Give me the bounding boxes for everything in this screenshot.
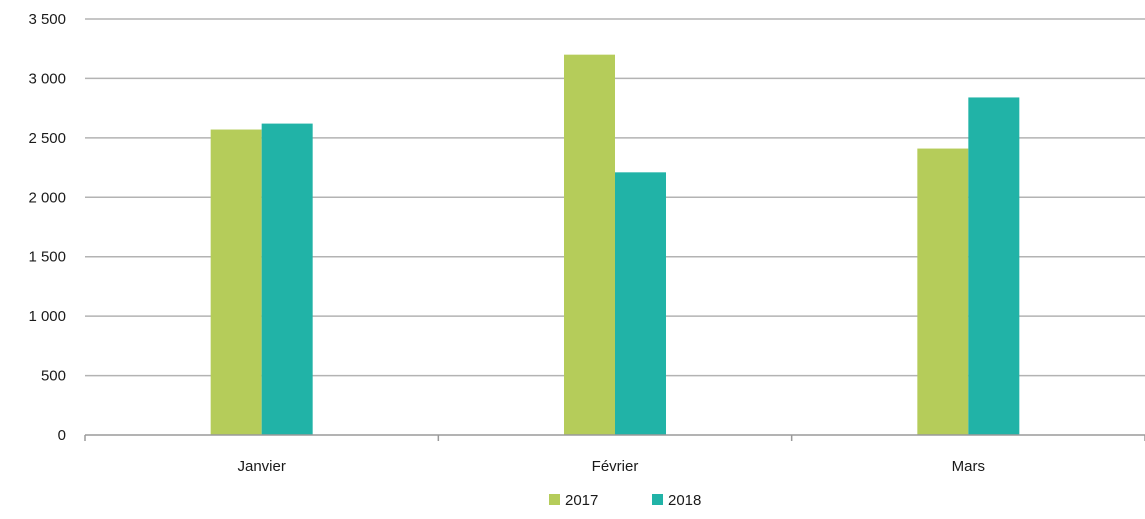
y-tick-label: 3 000 xyxy=(28,70,66,87)
legend-label-2018: 2018 xyxy=(668,492,701,509)
bar-2017-janvier xyxy=(210,129,262,435)
bars xyxy=(210,54,1020,436)
y-tick-label: 2 500 xyxy=(28,130,66,147)
legend-label-2017: 2017 xyxy=(565,492,598,509)
y-tick-label: 2 000 xyxy=(28,189,66,206)
bar-2017-mars xyxy=(917,148,969,435)
legend-swatch-2018 xyxy=(652,494,663,505)
y-tick-label: 1 500 xyxy=(28,249,66,266)
y-tick-label: 500 xyxy=(41,368,66,385)
y-tick-label: 0 xyxy=(58,427,66,444)
x-category-label: Janvier xyxy=(237,458,285,475)
bar-2018-février xyxy=(615,172,666,435)
x-category-label: Février xyxy=(592,458,639,475)
y-tick-label: 1 000 xyxy=(28,308,66,325)
x-axis-category-labels: Janvier Février Mars xyxy=(237,458,985,475)
bar-2018-mars xyxy=(968,97,1020,436)
legend-swatch-2017 xyxy=(549,494,560,505)
x-axis xyxy=(84,434,1145,441)
bar-2018-janvier xyxy=(261,123,313,435)
y-axis-tick-labels: 0 500 1 000 1 500 2 000 2 500 3 000 3 500 xyxy=(28,11,66,444)
y-tick-label: 3 500 xyxy=(28,11,66,28)
legend: 2017 2018 xyxy=(549,492,701,509)
x-category-label: Mars xyxy=(952,458,985,475)
bar-2017-février xyxy=(564,54,615,436)
